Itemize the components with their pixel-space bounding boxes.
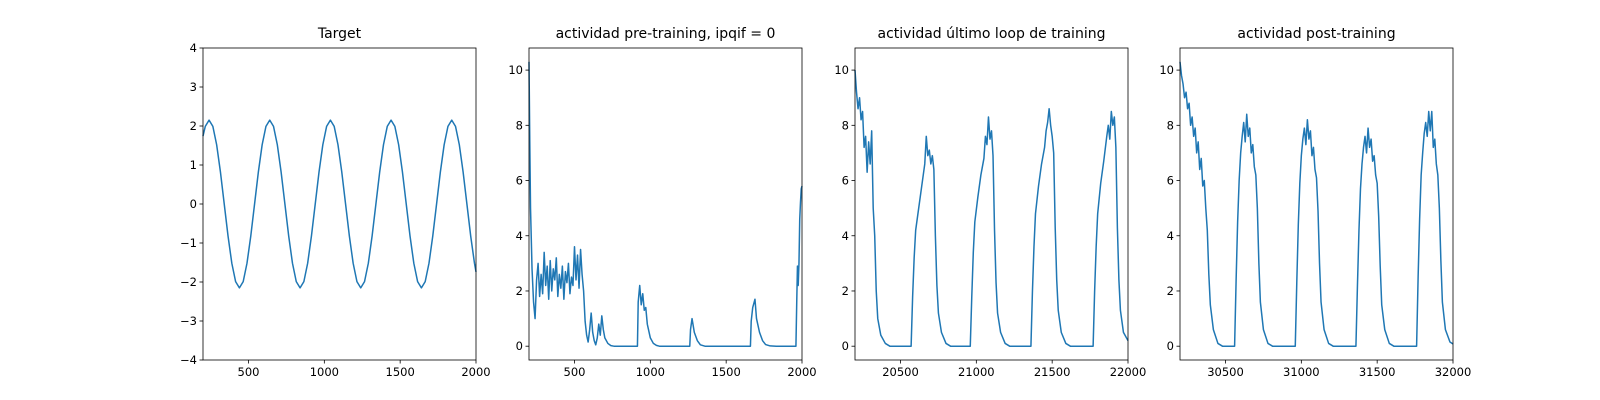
axes-frame: [1179, 47, 1454, 361]
x-tick-label: 30500: [1207, 365, 1244, 379]
y-tick-label: 0: [516, 339, 523, 353]
y-tick-label: 8: [1167, 118, 1174, 132]
y-tick-label: 6: [842, 174, 849, 188]
x-tick-label: 32000: [1435, 365, 1472, 379]
y-tick-label: −3: [180, 314, 197, 328]
x-tick-label: 21000: [958, 365, 995, 379]
y-tick-label: 3: [190, 80, 197, 94]
x-tick-label: 500: [564, 365, 586, 379]
x-tick-label: 1500: [386, 365, 415, 379]
y-tick-label: 0: [842, 339, 849, 353]
y-tick-label: 6: [516, 174, 523, 188]
x-tick-label: 22000: [1110, 365, 1147, 379]
y-tick-label: 2: [516, 284, 523, 298]
x-tick-label: 1000: [636, 365, 665, 379]
axes-frame: [854, 47, 1129, 361]
x-tick-label: 20500: [882, 365, 919, 379]
y-tick-label: 8: [516, 118, 523, 132]
x-tick-label: 2000: [461, 365, 490, 379]
y-tick-label: 4: [516, 229, 523, 243]
axes-frame: [528, 47, 803, 361]
y-tick-label: 1: [190, 158, 197, 172]
y-tick-label: 6: [1167, 174, 1174, 188]
y-tick-label: 2: [842, 284, 849, 298]
x-tick-label: 500: [238, 365, 260, 379]
y-tick-label: 2: [190, 119, 197, 133]
y-tick-label: −1: [180, 236, 197, 250]
x-tick-label: 21500: [1034, 365, 1071, 379]
y-tick-label: −4: [180, 353, 197, 367]
x-tick-label: 1000: [310, 365, 339, 379]
y-tick-label: 10: [834, 63, 849, 77]
data-line: [528, 61, 803, 347]
axes-frame: [202, 47, 477, 361]
data-line: [1179, 61, 1454, 347]
data-line: [854, 70, 1129, 347]
y-tick-label: 4: [1167, 229, 1174, 243]
y-tick-label: −2: [180, 275, 197, 289]
y-tick-label: 8: [842, 118, 849, 132]
y-tick-label: 0: [190, 197, 197, 211]
y-tick-label: 10: [1159, 63, 1174, 77]
subplot-title: Target: [317, 26, 362, 42]
subplot-title: actividad último loop de training: [878, 26, 1106, 42]
y-tick-label: 2: [1167, 284, 1174, 298]
x-tick-label: 2000: [787, 365, 816, 379]
x-tick-label: 1500: [712, 365, 741, 379]
subplot-title: actividad post-training: [1237, 26, 1395, 42]
x-tick-label: 31000: [1283, 365, 1320, 379]
y-tick-label: 10: [508, 63, 523, 77]
data-line: [202, 119, 477, 289]
y-tick-label: 0: [1167, 339, 1174, 353]
subplot-title: actividad pre-training, ipqif = 0: [556, 26, 776, 42]
y-tick-label: 4: [842, 229, 849, 243]
y-tick-label: 4: [190, 41, 197, 55]
x-tick-label: 31500: [1359, 365, 1396, 379]
